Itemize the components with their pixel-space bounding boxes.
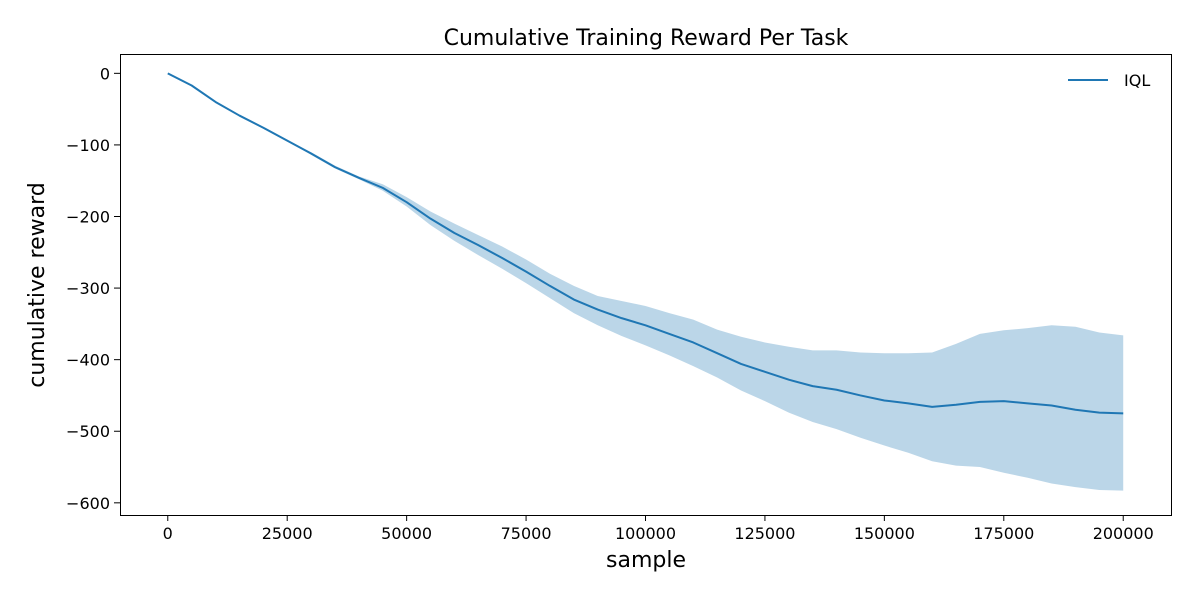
y-tick-label: −200 bbox=[66, 207, 110, 226]
y-tick-label: −100 bbox=[66, 136, 110, 155]
series-line-iql bbox=[167, 72, 1124, 415]
y-axis-label: cumulative reward bbox=[25, 182, 50, 388]
x-axis: 0 25000 50000 75000 100000 125000 150000 175000… bbox=[163, 515, 1154, 543]
x-tick-label: 150000 bbox=[854, 524, 915, 543]
x-tick-label: 0 bbox=[163, 524, 173, 543]
legend-label-iql: IQL bbox=[1124, 71, 1150, 90]
x-tick-label: 200000 bbox=[1093, 524, 1154, 543]
y-tick-label: −600 bbox=[66, 494, 110, 513]
x-tick-label: 50000 bbox=[381, 524, 432, 543]
x-tick-label: 75000 bbox=[501, 524, 552, 543]
chart-title: Cumulative Training Reward Per Task bbox=[444, 26, 849, 51]
y-tick-label: −400 bbox=[66, 351, 110, 370]
std-band-layer bbox=[167, 73, 1124, 491]
x-tick-label: 25000 bbox=[262, 524, 313, 543]
y-tick-label: −500 bbox=[66, 422, 110, 441]
x-tick-label: 100000 bbox=[615, 524, 676, 543]
x-tick-label: 125000 bbox=[734, 524, 795, 543]
y-tick-label: −300 bbox=[66, 279, 110, 298]
y-axis: 0 −100 −200 −300 −400 −500 −600 bbox=[66, 64, 120, 513]
std-band-iql bbox=[167, 73, 1124, 491]
y-tick-label: 0 bbox=[100, 64, 110, 83]
x-tick-label: 175000 bbox=[973, 524, 1034, 543]
x-axis-label: sample bbox=[606, 548, 686, 573]
legend: IQL bbox=[1068, 71, 1150, 90]
line-layer bbox=[167, 72, 1124, 415]
